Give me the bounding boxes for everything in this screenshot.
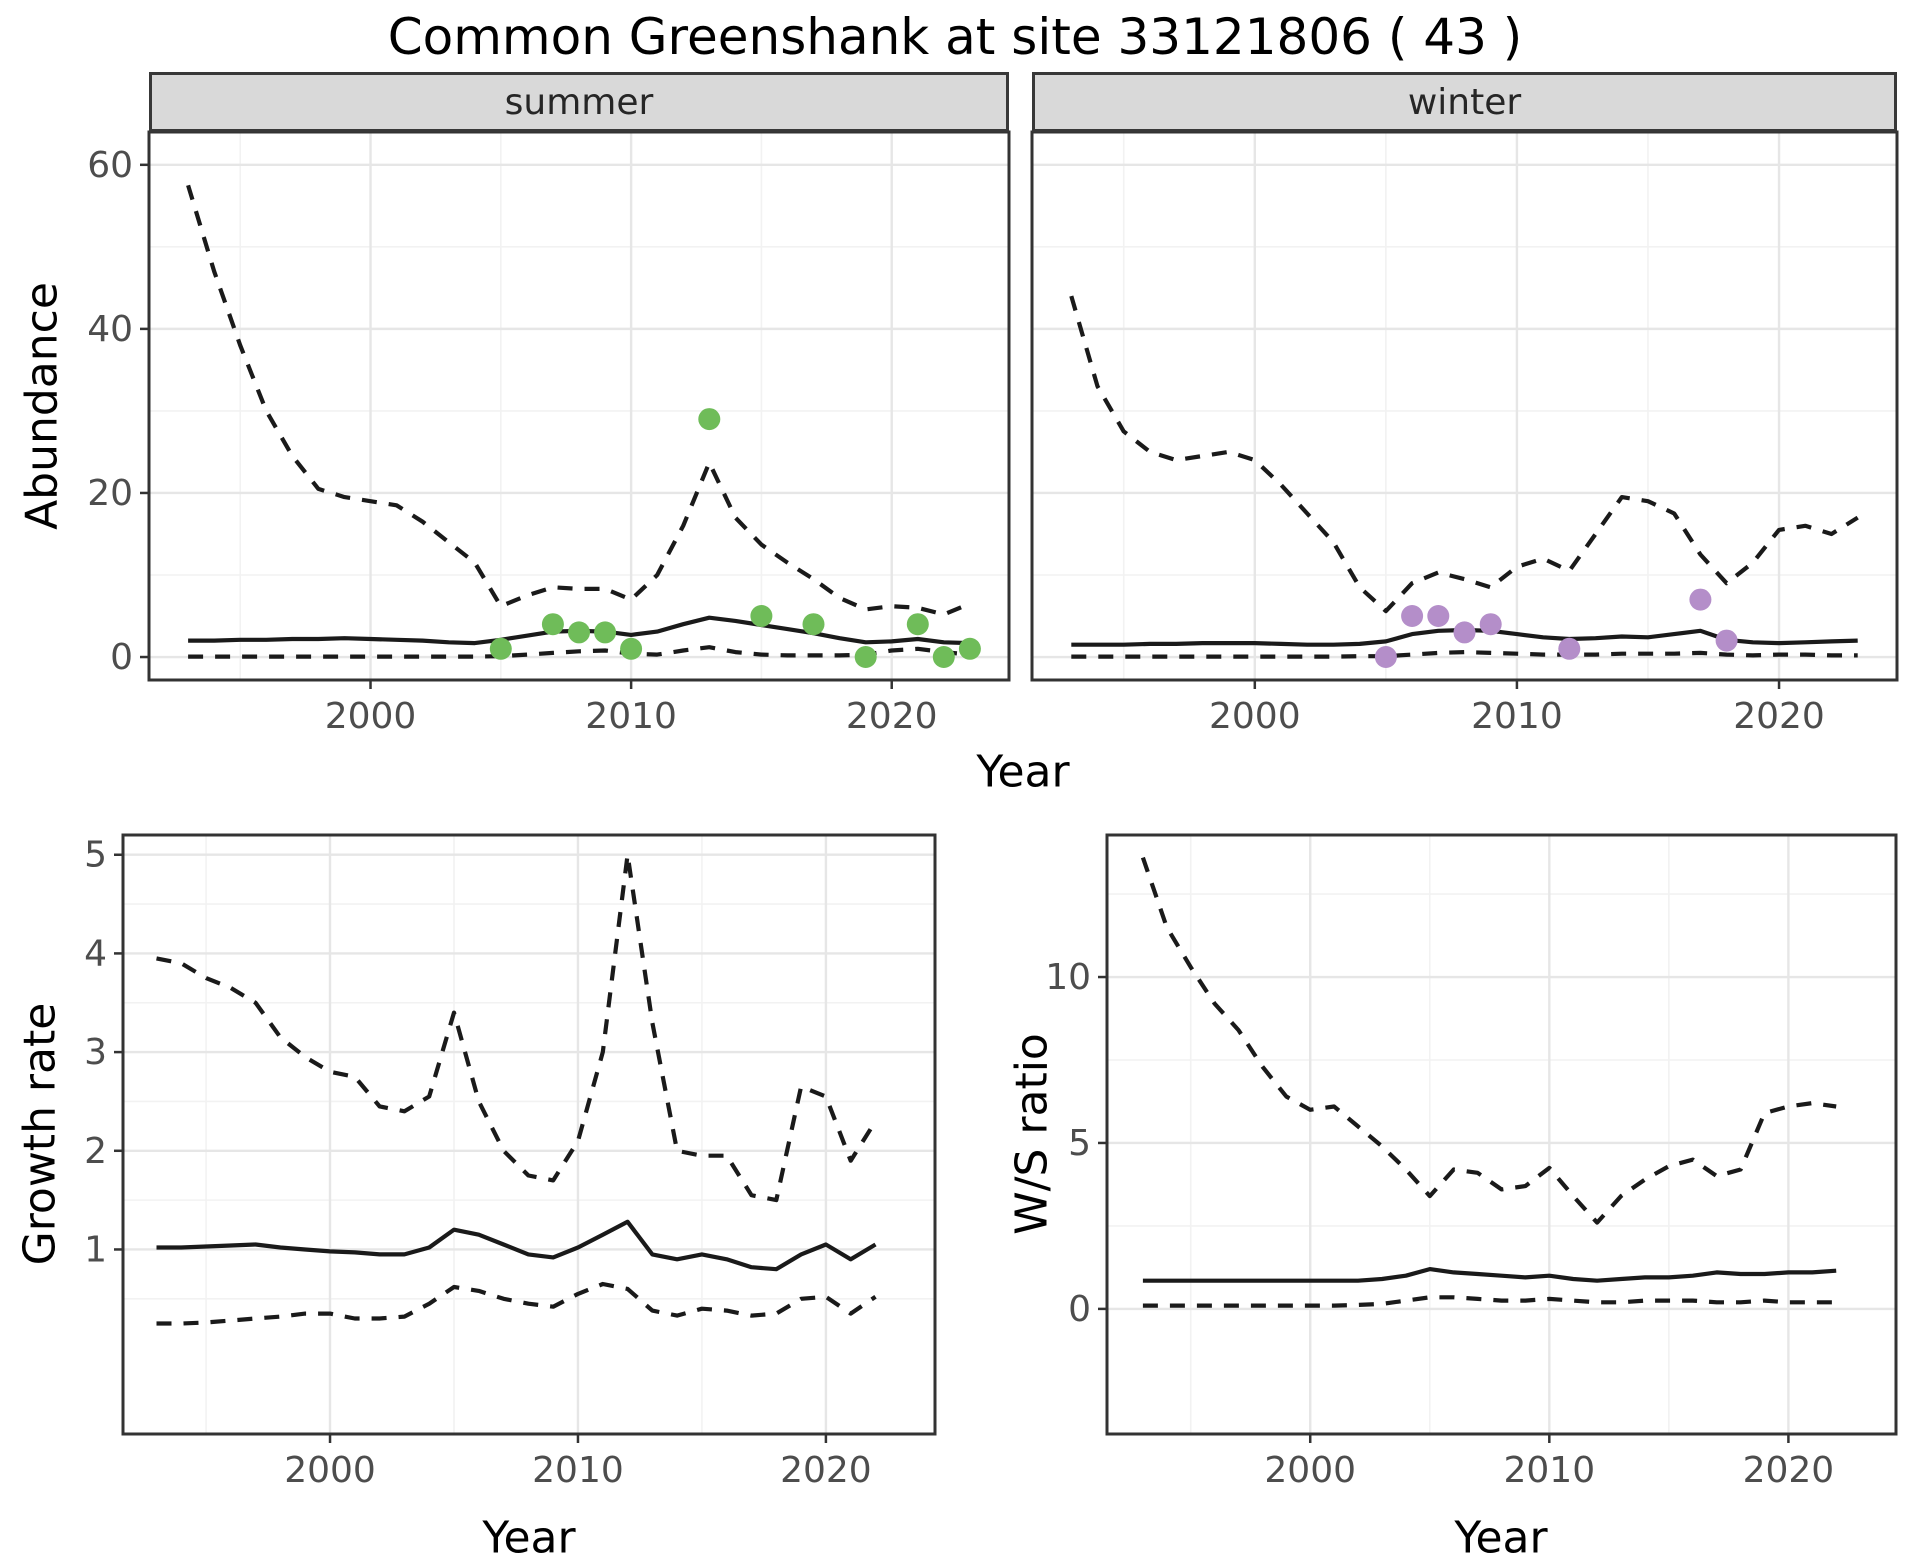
- abundance-summer-observed-count-point: [620, 637, 643, 660]
- y-tick-label: 10: [1045, 957, 1091, 998]
- plot-title: Common Greenshank at site 33121806 ( 43 …: [387, 8, 1523, 66]
- y-tick-label: 2: [84, 1131, 107, 1172]
- x-tick-label: 2020: [1743, 1450, 1835, 1491]
- abundance-summer-observed-count-point: [932, 646, 955, 668]
- abundance-winter-observed-count-point: [1558, 637, 1581, 660]
- x-axis-title-year-growth: Year: [482, 1512, 576, 1560]
- abundance-summer-observed-count-point: [594, 621, 617, 644]
- x-tick-label: 2000: [1264, 1450, 1356, 1491]
- x-tick-label: 2020: [1733, 696, 1825, 737]
- growth-rate-median-line: [156, 1219, 877, 1272]
- abundance-winter-observed-count-point: [1427, 605, 1450, 627]
- abundance-winter-lower-95ci-line: [1071, 649, 1858, 659]
- panel-background: [1107, 835, 1896, 1434]
- panel-border: [121, 833, 937, 1436]
- abundance-winter-upper-95ci-line: [1069, 295, 1859, 614]
- abundance-winter-observed-count-point: [1374, 646, 1397, 668]
- y-tick-label: 5: [1068, 1123, 1091, 1164]
- abundance-summer-observed-count-point: [489, 637, 512, 660]
- x-axis-title-year-ws: Year: [1454, 1512, 1548, 1560]
- x-tick-label: 2010: [585, 696, 677, 737]
- panel-border: [1030, 130, 1899, 682]
- facet-strip-summer: summer: [149, 72, 1009, 132]
- abundance-winter-observed-count-point: [1689, 588, 1712, 611]
- growth-rate-lower-95ci-line: [156, 1281, 877, 1326]
- abundance-summer-upper-95ci-line: [186, 184, 971, 617]
- y-tick-label: 60: [87, 145, 133, 186]
- y-tick-label: 40: [87, 309, 133, 350]
- abundance-summer-observed-count-point: [698, 408, 721, 431]
- abundance-winter-observed-count-point: [1453, 621, 1476, 644]
- abundance-summer-observed-count-point: [541, 613, 564, 636]
- x-tick-label: 2010: [1471, 696, 1563, 737]
- facet-strip-winter: winter: [1032, 72, 1897, 132]
- y-tick-label: 5: [84, 835, 107, 876]
- abundance-summer-observed-count-point: [906, 613, 929, 636]
- x-tick-label: 2010: [532, 1450, 624, 1491]
- ws-ratio-lower-95ci-line: [1142, 1295, 1837, 1308]
- abundance-summer-observed-count-point: [568, 621, 590, 644]
- x-axis-title-year-top: Year: [976, 746, 1070, 798]
- abundance-winter-observed-count-point: [1715, 629, 1738, 652]
- growth-rate-upper-95ci-line: [156, 852, 878, 1203]
- y-tick-label: 0: [110, 637, 133, 678]
- panel-background: [1032, 132, 1897, 680]
- panel-abundance-winter: 2000 2010 2020: [1030, 130, 1899, 737]
- panel-ws-ratio: 2000 2010 2020 0 5 10: [1045, 833, 1898, 1491]
- x-tick-label: 2020: [846, 696, 938, 737]
- panel-background: [149, 132, 1009, 680]
- abundance-summer-observed-count-point: [750, 605, 773, 627]
- abundance-winter-observed-count-point: [1401, 605, 1424, 627]
- abundance-summer-lower-95ci-line: [188, 645, 971, 659]
- abundance-summer-observed-count-point: [958, 637, 981, 660]
- abundance-summer-observed-count-point: [802, 613, 825, 636]
- y-tick-label: 20: [87, 473, 133, 514]
- y-tick-label: 3: [84, 1032, 107, 1073]
- panel-border: [1105, 833, 1898, 1436]
- y-tick-label: 0: [1068, 1289, 1091, 1330]
- abundance-summer-observed-count-point: [854, 646, 877, 668]
- x-tick-label: 2000: [325, 696, 417, 737]
- x-tick-label: 2010: [1504, 1450, 1596, 1491]
- y-axis-title-ws-ratio: W/S ratio: [1006, 1033, 1058, 1235]
- panel-border: [147, 130, 1011, 682]
- ws-ratio-median-line: [1142, 1266, 1837, 1283]
- x-tick-label: 2000: [1209, 696, 1301, 737]
- y-axis-title-abundance: Abundance: [16, 282, 68, 530]
- y-tick-label: 1: [84, 1229, 107, 1270]
- x-tick-label: 2020: [780, 1450, 872, 1491]
- panel-background: [123, 835, 935, 1434]
- panel-growth-rate: 2000 2010 2020 1 2 3 4 5: [84, 833, 937, 1491]
- abundance-winter-observed-count-point: [1479, 613, 1502, 636]
- panel-abundance-summer: 2000 2010 2020 0 20 40 60: [87, 130, 1011, 737]
- x-tick-label: 2000: [284, 1450, 376, 1491]
- y-tick-label: 4: [84, 933, 107, 974]
- y-axis-title-growth-rate: Growth rate: [14, 1002, 66, 1266]
